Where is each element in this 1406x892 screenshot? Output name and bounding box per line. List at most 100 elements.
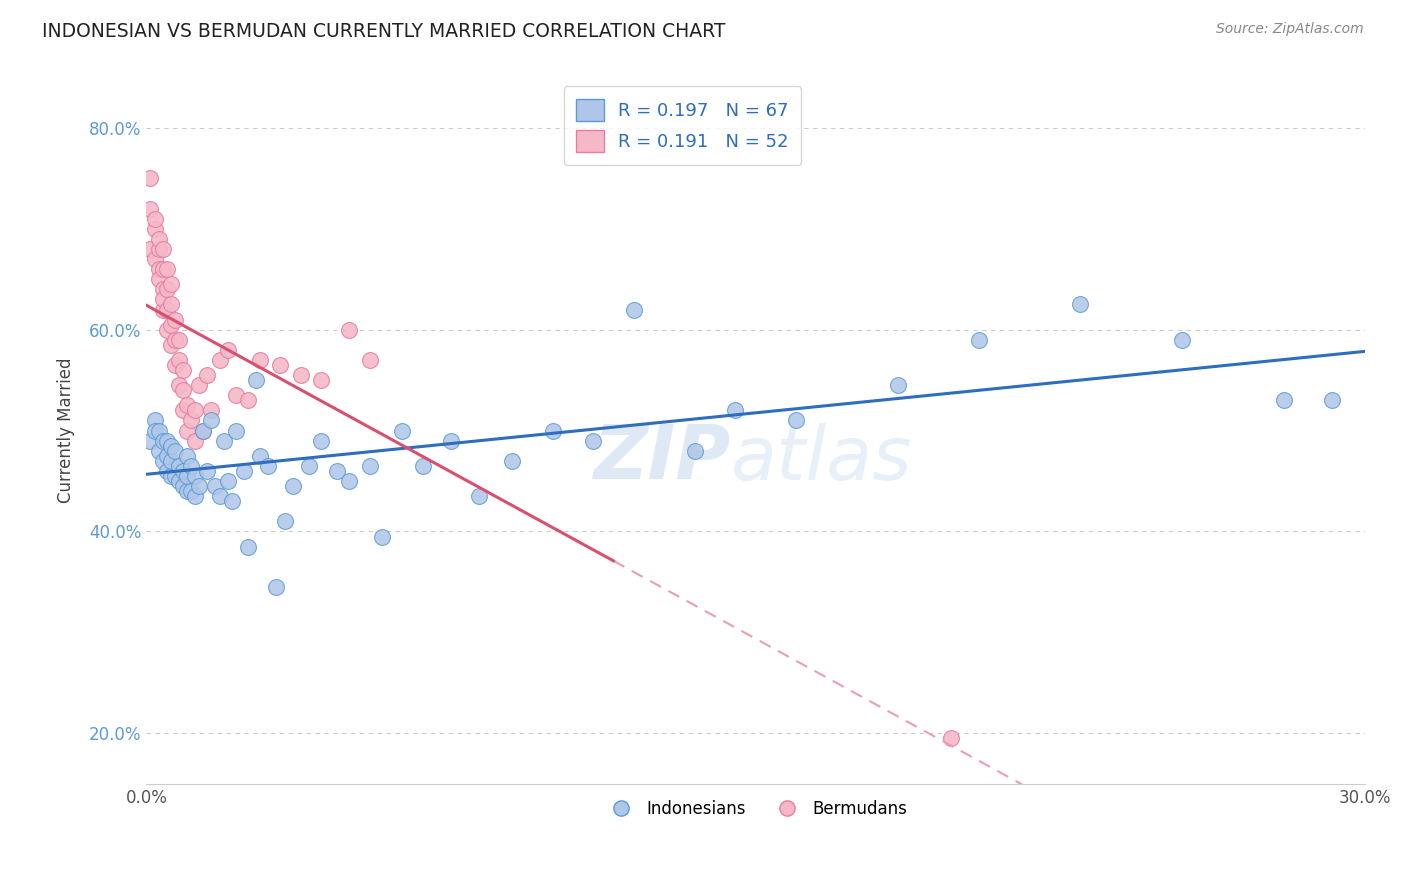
- Point: [152, 302, 174, 317]
- Point: [159, 318, 181, 332]
- Point: [167, 474, 190, 488]
- Point: [172, 383, 194, 397]
- Point: [371, 529, 394, 543]
- Point: [212, 434, 235, 448]
- Point: [159, 469, 181, 483]
- Point: [167, 353, 190, 368]
- Point: [176, 424, 198, 438]
- Point: [163, 312, 186, 326]
- Point: [176, 469, 198, 483]
- Text: Source: ZipAtlas.com: Source: ZipAtlas.com: [1216, 22, 1364, 37]
- Point: [159, 454, 181, 468]
- Point: [143, 413, 166, 427]
- Point: [139, 171, 162, 186]
- Point: [886, 378, 908, 392]
- Point: [180, 413, 202, 427]
- Point: [159, 297, 181, 311]
- Point: [156, 282, 179, 296]
- Point: [148, 242, 170, 256]
- Point: [1069, 297, 1091, 311]
- Point: [148, 232, 170, 246]
- Point: [156, 464, 179, 478]
- Point: [257, 458, 280, 473]
- Point: [468, 489, 491, 503]
- Point: [440, 434, 463, 448]
- Point: [236, 540, 259, 554]
- Point: [180, 458, 202, 473]
- Point: [139, 202, 162, 216]
- Point: [143, 221, 166, 235]
- Point: [167, 458, 190, 473]
- Point: [188, 378, 211, 392]
- Point: [967, 333, 990, 347]
- Point: [143, 424, 166, 438]
- Point: [184, 489, 207, 503]
- Point: [195, 464, 218, 478]
- Point: [172, 479, 194, 493]
- Point: [156, 449, 179, 463]
- Point: [208, 489, 231, 503]
- Point: [180, 484, 202, 499]
- Point: [176, 398, 198, 412]
- Point: [184, 403, 207, 417]
- Point: [236, 393, 259, 408]
- Text: atlas: atlas: [731, 423, 912, 495]
- Point: [623, 302, 645, 317]
- Point: [176, 449, 198, 463]
- Point: [309, 434, 332, 448]
- Point: [273, 515, 295, 529]
- Point: [167, 378, 190, 392]
- Point: [167, 333, 190, 347]
- Point: [326, 464, 349, 478]
- Point: [152, 242, 174, 256]
- Point: [225, 388, 247, 402]
- Point: [232, 464, 254, 478]
- Point: [298, 458, 321, 473]
- Point: [139, 242, 162, 256]
- Point: [163, 443, 186, 458]
- Point: [163, 333, 186, 347]
- Y-axis label: Currently Married: Currently Married: [58, 358, 75, 503]
- Point: [501, 454, 523, 468]
- Point: [152, 434, 174, 448]
- Point: [172, 363, 194, 377]
- Point: [172, 464, 194, 478]
- Point: [156, 302, 179, 317]
- Point: [217, 474, 239, 488]
- Point: [152, 282, 174, 296]
- Point: [163, 358, 186, 372]
- Point: [249, 353, 271, 368]
- Point: [172, 403, 194, 417]
- Text: ZIP: ZIP: [593, 422, 731, 495]
- Point: [159, 338, 181, 352]
- Point: [152, 262, 174, 277]
- Point: [143, 252, 166, 266]
- Point: [163, 469, 186, 483]
- Point: [1322, 393, 1344, 408]
- Point: [204, 479, 226, 493]
- Point: [195, 368, 218, 383]
- Point: [148, 443, 170, 458]
- Point: [309, 373, 332, 387]
- Point: [156, 434, 179, 448]
- Point: [391, 424, 413, 438]
- Point: [217, 343, 239, 357]
- Point: [176, 484, 198, 499]
- Point: [339, 323, 361, 337]
- Point: [193, 424, 215, 438]
- Point: [159, 439, 181, 453]
- Point: [208, 353, 231, 368]
- Point: [1171, 333, 1194, 347]
- Point: [188, 479, 211, 493]
- Point: [200, 403, 222, 417]
- Point: [193, 424, 215, 438]
- Point: [249, 449, 271, 463]
- Point: [148, 272, 170, 286]
- Legend: Indonesians, Bermudans: Indonesians, Bermudans: [598, 794, 914, 825]
- Point: [582, 434, 605, 448]
- Point: [184, 469, 207, 483]
- Point: [281, 479, 304, 493]
- Point: [152, 293, 174, 307]
- Point: [221, 494, 243, 508]
- Point: [683, 443, 706, 458]
